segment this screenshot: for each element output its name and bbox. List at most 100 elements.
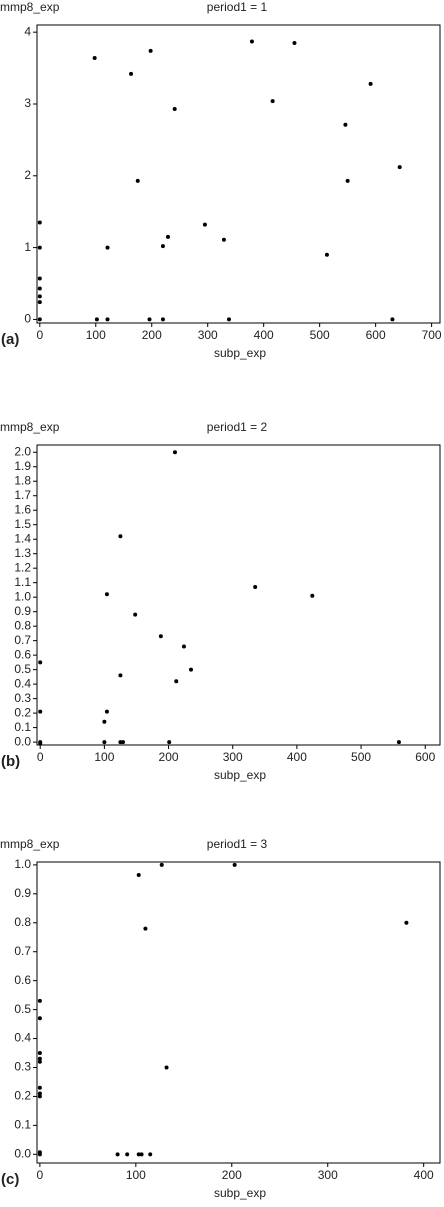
- chart-title: period1 = 1: [207, 0, 268, 14]
- y-axis-label: mmp8_exp: [0, 837, 60, 851]
- x-axis-label: subp_exp: [214, 1186, 266, 1200]
- point: [37, 286, 42, 291]
- point: [221, 237, 226, 242]
- panel-label: (c): [1, 1171, 19, 1188]
- point: [105, 317, 110, 322]
- point: [226, 317, 231, 322]
- point: [118, 673, 123, 678]
- y-tick-label: 1: [24, 240, 31, 254]
- y-tick-label: 2: [24, 168, 31, 182]
- point: [310, 593, 315, 598]
- point: [148, 1152, 153, 1157]
- point: [292, 40, 297, 45]
- x-tick-label: 200: [159, 750, 179, 764]
- y-tick-label: 1.6: [14, 502, 31, 516]
- point: [37, 1085, 42, 1090]
- point: [125, 1152, 130, 1157]
- y-tick-label: 0.3: [14, 1060, 31, 1074]
- x-tick-label: 300: [223, 750, 243, 764]
- x-tick-label: 500: [310, 328, 330, 342]
- point: [104, 709, 109, 714]
- point: [105, 245, 110, 250]
- point: [147, 317, 152, 322]
- y-tick-label: 0.5: [14, 662, 31, 676]
- y-tick-label: 0.0: [14, 1146, 31, 1160]
- point: [148, 48, 153, 53]
- x-tick-label: 300: [198, 328, 218, 342]
- point: [37, 220, 42, 225]
- point: [37, 1150, 42, 1155]
- point: [202, 222, 207, 227]
- point: [249, 39, 254, 44]
- x-axis-label: subp_exp: [214, 346, 266, 360]
- x-tick-label: 200: [142, 328, 162, 342]
- point: [37, 317, 42, 322]
- point: [120, 740, 125, 745]
- point: [270, 99, 275, 104]
- point: [133, 612, 138, 617]
- y-tick-label: 0: [24, 312, 31, 326]
- point: [37, 1056, 42, 1061]
- point: [158, 634, 163, 639]
- point: [37, 1051, 42, 1056]
- point: [164, 1065, 169, 1070]
- x-tick-label: 200: [222, 1168, 242, 1182]
- x-tick-label: 300: [318, 1168, 338, 1182]
- point: [368, 81, 373, 86]
- point: [104, 592, 109, 597]
- x-axis-label: subp_exp: [214, 768, 266, 782]
- point: [38, 660, 43, 665]
- point: [37, 1091, 42, 1096]
- plot-frame: [36, 24, 441, 324]
- y-tick-label: 0.6: [14, 647, 31, 661]
- point: [396, 740, 401, 745]
- y-tick-label: 0.1: [14, 1118, 31, 1132]
- chart-title: period1 = 2: [207, 420, 268, 434]
- x-tick-label: 600: [415, 750, 435, 764]
- y-tick-label: 3: [24, 96, 31, 110]
- point: [37, 294, 42, 299]
- point: [160, 244, 165, 249]
- y-tick-label: 0.5: [14, 1002, 31, 1016]
- point: [343, 122, 348, 127]
- x-tick-label: 100: [86, 328, 106, 342]
- point: [172, 450, 177, 455]
- point: [139, 1152, 144, 1157]
- y-tick-label: 0.9: [14, 886, 31, 900]
- y-tick-label: 2.0: [14, 444, 31, 458]
- x-tick-label: 0: [36, 328, 43, 342]
- point: [159, 862, 164, 867]
- x-tick-label: 500: [351, 750, 371, 764]
- point: [136, 873, 141, 878]
- point: [165, 234, 170, 239]
- y-tick-label: 0.4: [14, 1031, 31, 1045]
- point: [189, 667, 194, 672]
- point: [38, 709, 43, 714]
- y-tick-label: 0.6: [14, 973, 31, 987]
- y-tick-label: 0.0: [14, 734, 31, 748]
- point: [37, 276, 42, 281]
- y-tick-label: 1.3: [14, 546, 31, 560]
- point: [404, 920, 409, 925]
- y-tick-label: 0.4: [14, 676, 31, 690]
- plot-frame: [36, 861, 441, 1164]
- chart-title: period1 = 3: [207, 837, 268, 851]
- point: [136, 1152, 141, 1157]
- point: [135, 178, 140, 183]
- y-tick-label: 0.7: [14, 944, 31, 958]
- point: [37, 1016, 42, 1021]
- x-tick-label: 700: [422, 328, 442, 342]
- y-tick-label: 1.4: [14, 531, 31, 545]
- y-tick-label: 1.8: [14, 473, 31, 487]
- point: [102, 719, 107, 724]
- point: [232, 862, 237, 867]
- y-tick-label: 0.1: [14, 720, 31, 734]
- y-tick-label: 1.1: [14, 575, 31, 589]
- y-tick-label: 0.7: [14, 633, 31, 647]
- y-tick-label: 1.0: [14, 857, 31, 871]
- point: [92, 56, 97, 61]
- y-tick-label: 1.7: [14, 488, 31, 502]
- panel-label: (b): [1, 753, 20, 770]
